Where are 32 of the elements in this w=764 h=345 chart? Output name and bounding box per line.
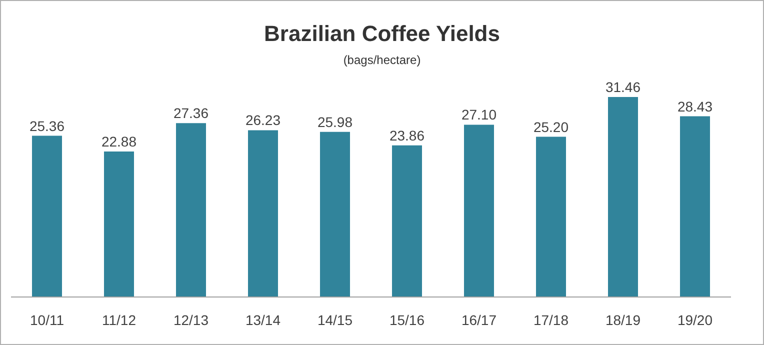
bar — [680, 116, 710, 297]
x-tick-label: 18/19 — [605, 312, 641, 328]
bar — [104, 152, 134, 297]
x-tick-label: 17/18 — [533, 312, 569, 328]
bar — [320, 132, 350, 297]
bar — [536, 136, 566, 297]
bar — [464, 124, 494, 297]
chart-title: Brazilian Coffee Yields — [263, 21, 501, 47]
x-tick-label: 12/13 — [173, 312, 209, 328]
x-tick-label: 13/14 — [245, 312, 281, 328]
x-tick-label: 16/17 — [461, 312, 497, 328]
bar — [176, 123, 206, 297]
data-label: 23.86 — [389, 127, 425, 144]
data-label: 28.43 — [677, 98, 713, 114]
data-label: 31.46 — [605, 79, 641, 95]
bar — [392, 145, 422, 297]
x-tick-label: 14/15 — [317, 312, 353, 328]
bar — [32, 136, 62, 297]
x-tick-label: 11/12 — [102, 312, 136, 328]
x-tick-label: 10/11 — [30, 312, 64, 328]
data-label: 22.88 — [101, 134, 137, 150]
bar — [248, 130, 278, 297]
x-tick-label: 19/20 — [677, 312, 713, 328]
data-label: 27.36 — [173, 105, 209, 122]
data-label: 27.10 — [461, 106, 497, 123]
x-tick-label: 15/16 — [389, 312, 425, 328]
data-label: 25.36 — [29, 118, 65, 134]
data-label: 25.20 — [533, 118, 569, 135]
data-label: 26.23 — [245, 112, 281, 128]
chart-subtitle: (bags/hectare) — [342, 53, 422, 67]
bar — [608, 97, 638, 297]
data-label: 25.98 — [317, 114, 353, 130]
